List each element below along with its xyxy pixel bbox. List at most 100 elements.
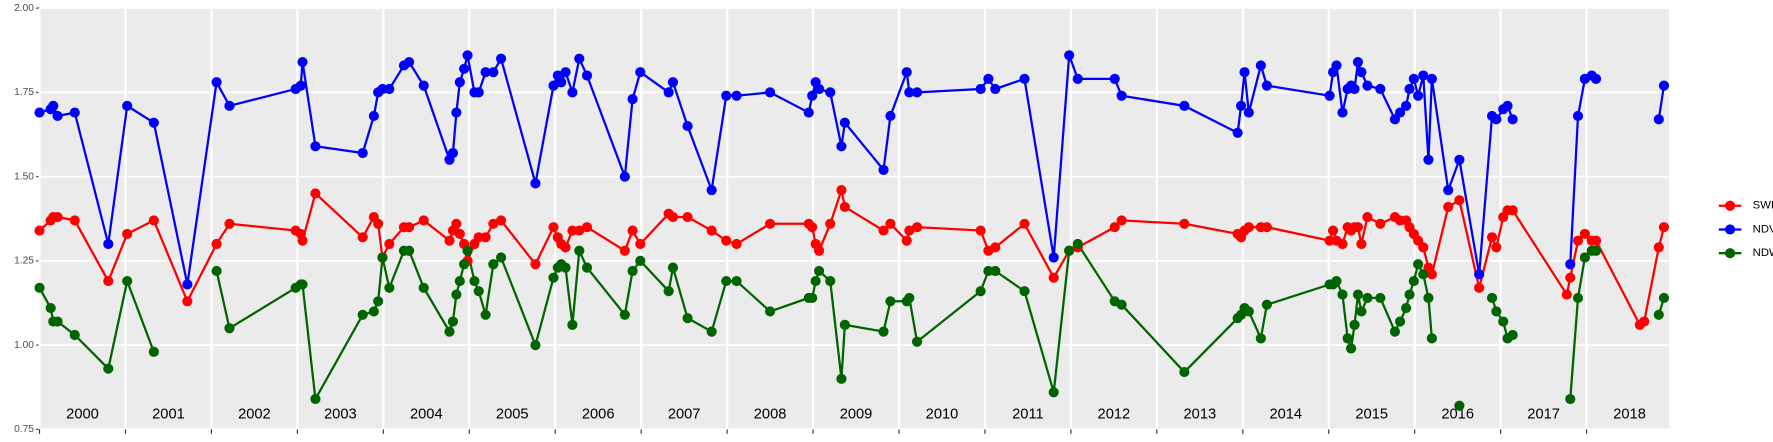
point <box>488 218 499 229</box>
point <box>1331 60 1342 71</box>
year-label: 2000 <box>66 407 99 423</box>
point <box>1426 73 1437 84</box>
point <box>211 77 222 88</box>
point <box>581 222 593 233</box>
y-tick-label: 0.75 <box>14 424 34 435</box>
point <box>122 100 133 111</box>
point <box>1349 319 1360 330</box>
point <box>807 90 818 101</box>
point <box>1352 222 1364 233</box>
point <box>384 83 395 95</box>
point <box>384 238 395 250</box>
point <box>721 276 732 287</box>
point <box>1395 316 1406 327</box>
point <box>1572 110 1584 122</box>
point <box>1507 205 1518 216</box>
point <box>1243 107 1254 118</box>
point <box>1486 232 1498 243</box>
point <box>69 329 80 341</box>
point <box>901 235 912 246</box>
point <box>1375 292 1386 304</box>
series-line <box>38 185 1666 327</box>
point <box>473 286 484 297</box>
point <box>297 279 308 290</box>
point <box>1426 269 1437 280</box>
point <box>1565 259 1576 270</box>
point <box>357 232 368 243</box>
point <box>1236 100 1247 111</box>
point <box>560 262 571 273</box>
point <box>1109 222 1120 233</box>
point <box>310 141 321 152</box>
point <box>1474 282 1485 293</box>
point <box>122 276 133 287</box>
year-label: 2007 <box>668 407 701 423</box>
point <box>52 211 63 223</box>
point <box>990 83 1001 95</box>
point <box>878 164 889 175</box>
point <box>1064 245 1075 256</box>
point <box>418 282 429 293</box>
point <box>911 87 923 98</box>
point <box>1019 73 1030 84</box>
point <box>1243 306 1254 317</box>
point <box>310 393 321 405</box>
point <box>721 90 732 101</box>
point <box>839 201 850 213</box>
point <box>1507 329 1518 341</box>
year-label: 2009 <box>840 407 873 423</box>
year-label: 2018 <box>1613 407 1646 423</box>
point <box>357 309 368 320</box>
year-label: 2006 <box>582 407 615 423</box>
point <box>1498 316 1509 327</box>
year-label: 2005 <box>496 407 529 423</box>
point <box>1356 306 1367 317</box>
year-label: 2011 <box>1012 407 1044 423</box>
legend-key <box>1725 224 1736 235</box>
point <box>1362 211 1373 223</box>
point <box>1116 215 1127 226</box>
point <box>473 87 484 98</box>
point <box>1454 195 1465 206</box>
point <box>667 211 679 223</box>
point <box>1337 238 1348 250</box>
point <box>418 215 429 226</box>
point <box>148 117 159 128</box>
point <box>1327 225 1339 236</box>
point <box>1255 333 1266 344</box>
point <box>1337 107 1348 118</box>
point <box>373 218 384 229</box>
point <box>451 289 462 300</box>
point <box>635 67 646 78</box>
point <box>765 218 776 229</box>
point <box>990 265 1001 277</box>
point <box>1590 245 1602 256</box>
point <box>1048 387 1059 398</box>
point <box>480 309 491 320</box>
point <box>103 363 114 374</box>
point <box>836 141 847 152</box>
point <box>975 83 986 95</box>
point <box>357 147 368 159</box>
point <box>1064 50 1075 61</box>
point <box>1352 289 1364 300</box>
point <box>1653 309 1664 320</box>
point <box>1413 90 1424 101</box>
legend-label: NDVI <box>1753 223 1773 235</box>
point <box>682 211 693 223</box>
point <box>1404 83 1415 95</box>
point <box>1486 292 1498 304</box>
point <box>495 215 507 226</box>
point <box>103 276 114 287</box>
point <box>418 80 429 91</box>
point <box>619 245 630 256</box>
point <box>373 296 384 307</box>
point <box>1658 222 1670 233</box>
point <box>807 222 818 233</box>
point <box>901 67 912 78</box>
year-label: 2017 <box>1527 407 1560 423</box>
point <box>560 67 571 78</box>
point <box>1072 238 1083 250</box>
point <box>990 242 1001 253</box>
point <box>52 110 63 122</box>
